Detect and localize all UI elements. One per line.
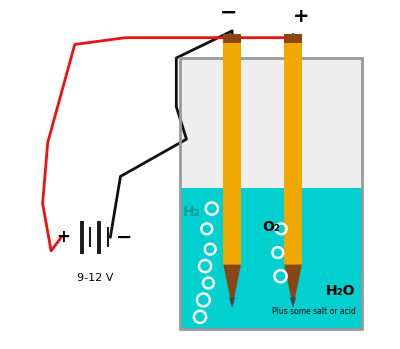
Text: +: + xyxy=(293,7,310,26)
Text: −: − xyxy=(220,2,238,22)
Text: −: − xyxy=(116,228,132,247)
Polygon shape xyxy=(284,265,302,307)
Bar xyxy=(223,34,241,43)
Text: H₂O: H₂O xyxy=(326,284,356,298)
Polygon shape xyxy=(229,297,235,307)
Bar xyxy=(284,34,302,43)
Text: 9-12 V: 9-12 V xyxy=(77,273,113,283)
Bar xyxy=(180,58,362,329)
Text: O₂: O₂ xyxy=(263,220,280,234)
Bar xyxy=(223,34,241,265)
Bar xyxy=(284,34,302,265)
Text: +: + xyxy=(56,228,70,246)
Bar xyxy=(180,188,362,329)
Polygon shape xyxy=(223,265,241,307)
Bar xyxy=(180,58,362,188)
Text: H₂: H₂ xyxy=(183,205,201,219)
Polygon shape xyxy=(290,297,296,307)
Text: Plus some salt or acid: Plus some salt or acid xyxy=(272,307,356,316)
